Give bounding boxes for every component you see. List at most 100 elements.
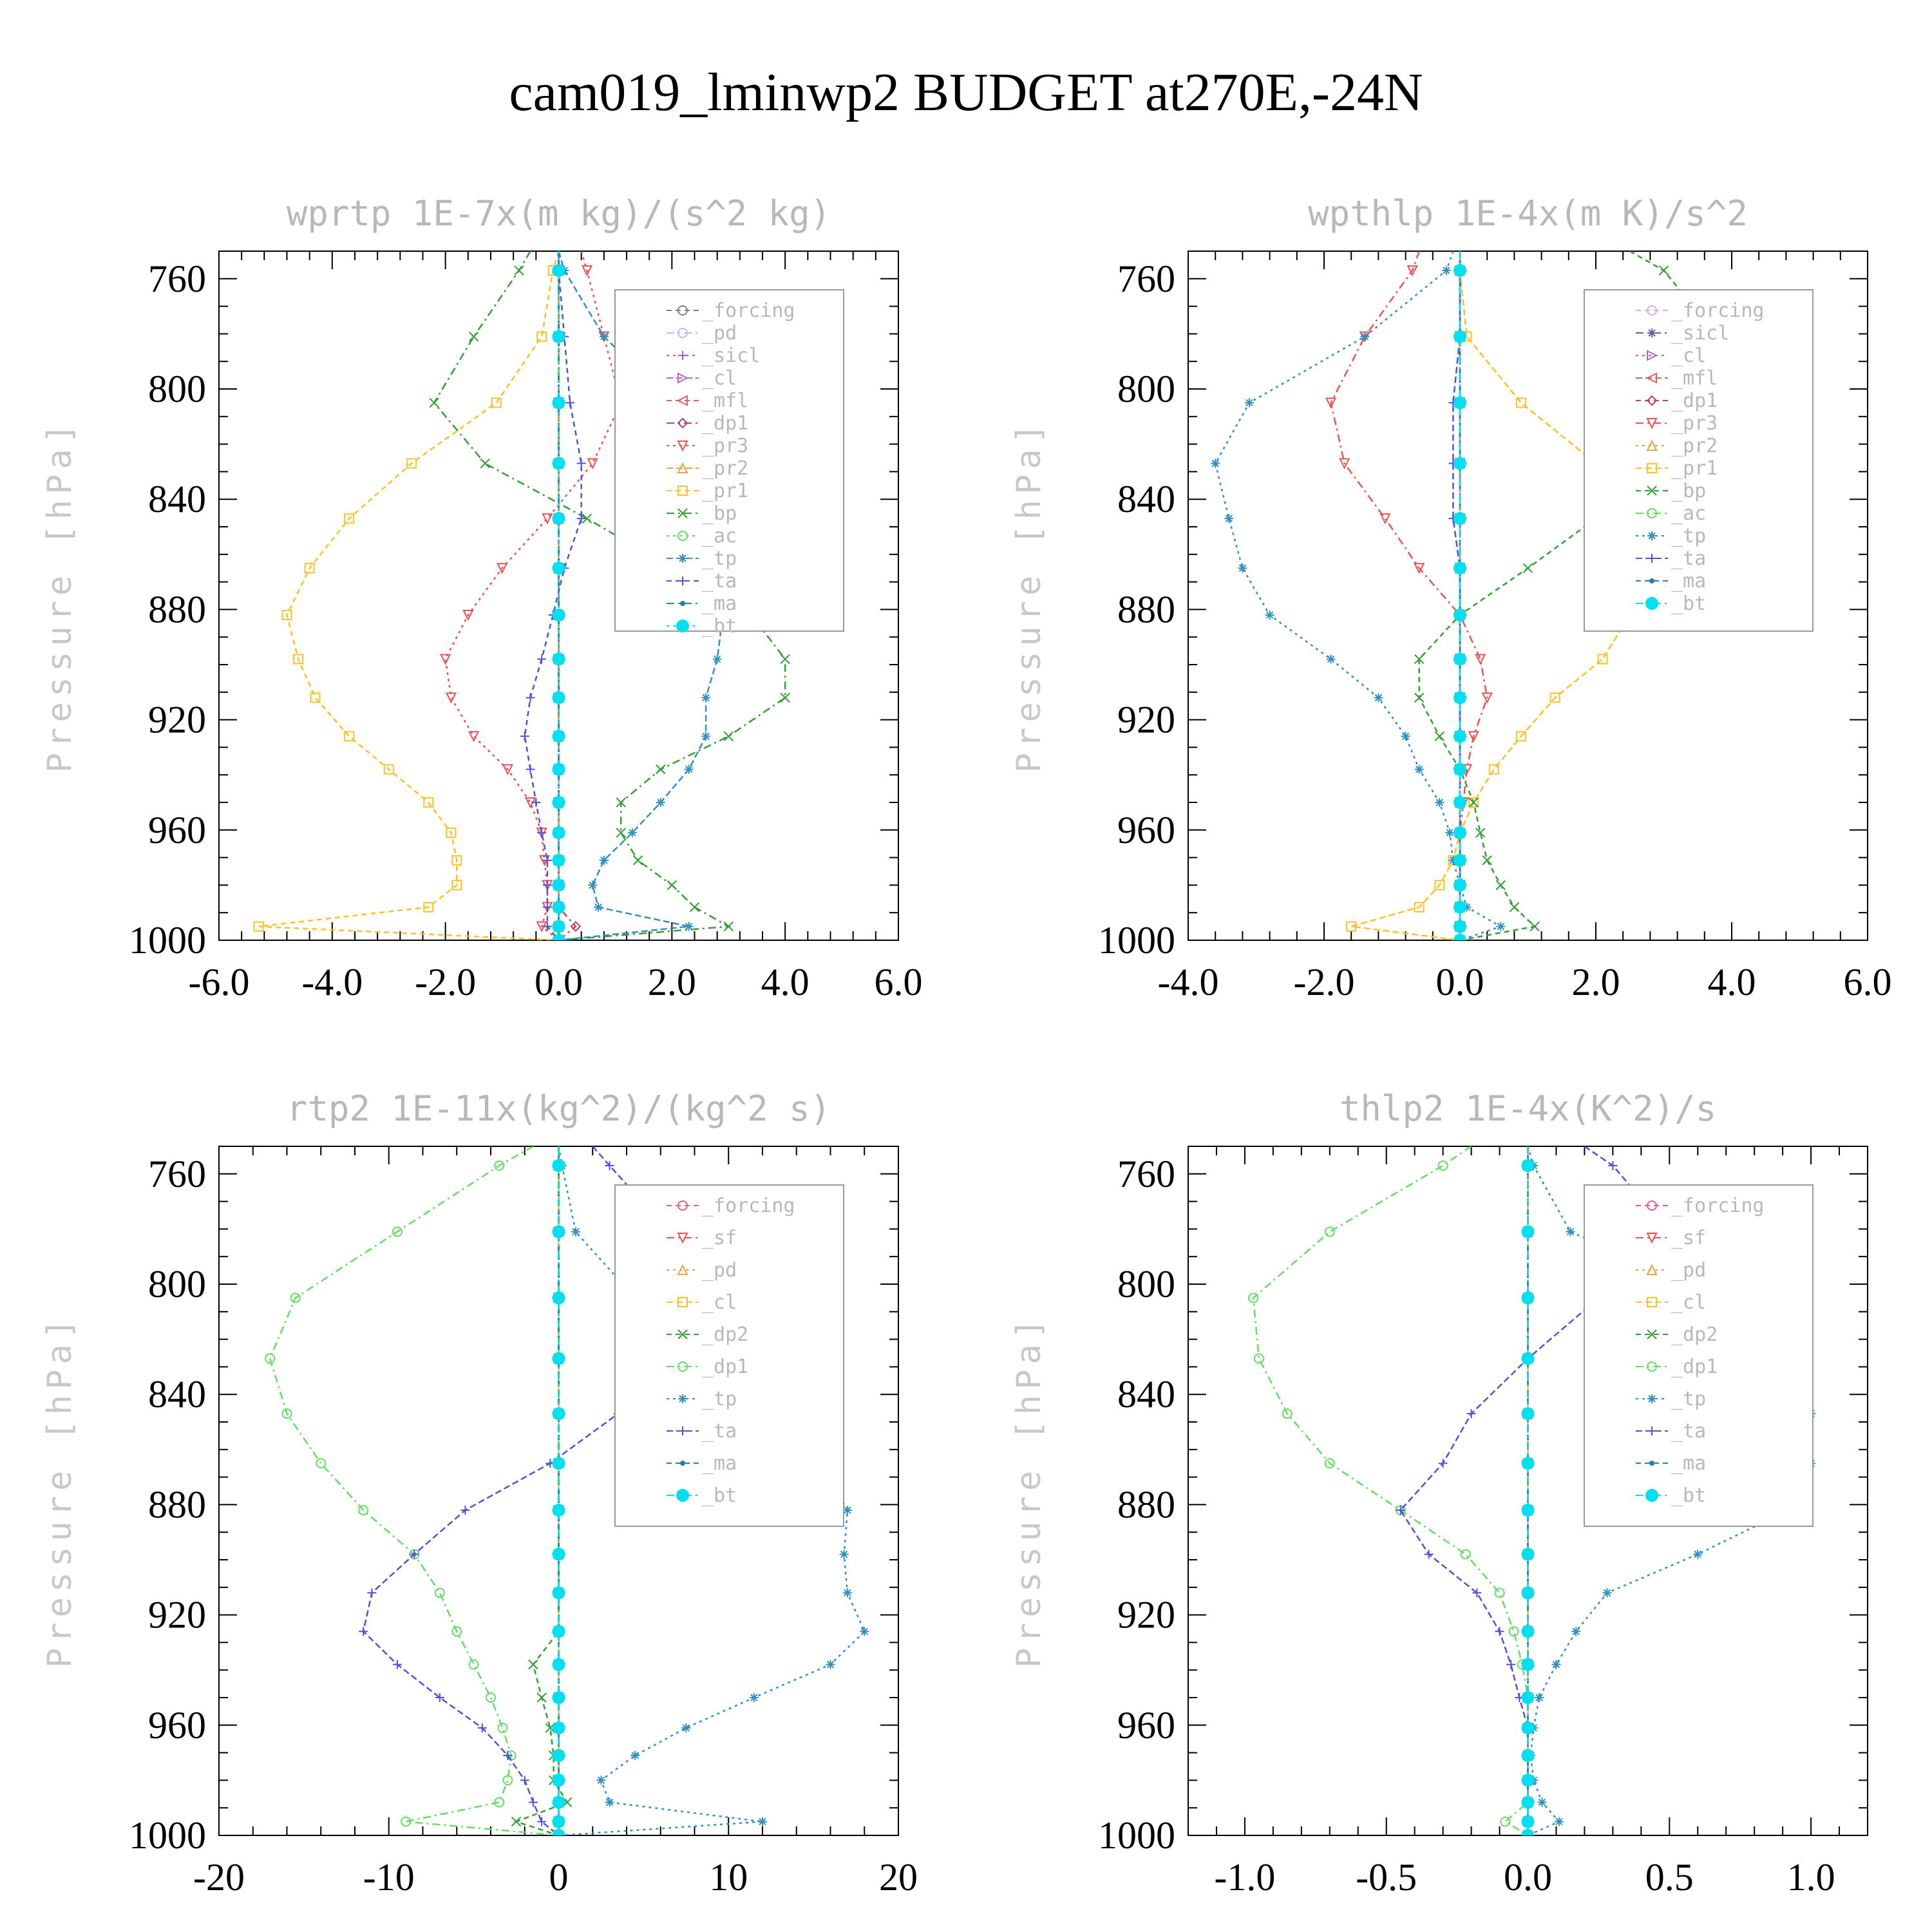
data-point-dp1	[434, 1587, 445, 1598]
legend-label-sf: _sf	[1671, 1227, 1706, 1249]
y-tick-label: 960	[1117, 1704, 1175, 1747]
legend-label-forcing: _forcing	[1671, 299, 1765, 322]
data-point-bt	[552, 1774, 565, 1787]
data-point-tp	[1441, 265, 1451, 275]
legend-label-dp1: _dp1	[702, 412, 748, 435]
x-tick-label: 2.0	[1572, 961, 1620, 1003]
legend-label-cl: _cl	[1671, 345, 1706, 367]
data-point-ta	[565, 398, 575, 408]
data-point-bt	[552, 691, 565, 705]
data-point-tp	[571, 1227, 580, 1236]
data-point-ta	[1608, 1160, 1618, 1170]
legend-label-sicl: _sicl	[702, 345, 760, 367]
data-point-bt	[1521, 1815, 1535, 1828]
data-point-bp	[780, 654, 790, 665]
plot-area	[1211, 251, 1750, 940]
data-point-ta	[1506, 1660, 1516, 1669]
data-point-dp1	[1324, 1226, 1335, 1237]
data-point-tp	[1265, 610, 1274, 620]
data-point-pr1	[491, 397, 502, 408]
legend-label-pr3: _pr3	[1671, 412, 1718, 435]
x-tick-label: 0.5	[1645, 1856, 1694, 1899]
data-point-tp	[701, 693, 711, 703]
data-point-bp	[1482, 855, 1492, 866]
legend-marker-tp	[1647, 531, 1656, 540]
legend-label-mfl: _mfl	[702, 390, 748, 412]
data-point-pr3	[502, 764, 513, 775]
data-point-pr1	[304, 563, 315, 574]
legend-marker-forcing	[1647, 305, 1657, 316]
chart-panel-2: wpthlp 1E-4x(m K)/s^2 Pressure [hPa] 760 80…	[1010, 193, 1892, 1003]
x-tick-label: -0.5	[1356, 1856, 1417, 1899]
x-tick-label: -20	[193, 1856, 245, 1899]
legend-label-sf: _sf	[702, 1227, 737, 1249]
data-point-bt	[1521, 1407, 1535, 1421]
chart-panel-3: rtp2 1E-11x(kg^2)/(kg^2 s) Pressure [hPa]…	[41, 1088, 918, 1899]
x-tick-label: 4.0	[761, 961, 810, 1003]
y-axis-label: Pressure [hPa]	[41, 1314, 79, 1668]
y-tick-label: 760	[148, 258, 206, 300]
y-tick-label: 1000	[1098, 919, 1175, 961]
data-point-tp	[1535, 1693, 1544, 1702]
x-tick-label: -4.0	[1158, 961, 1219, 1003]
legend-label-dp1: _dp1	[1671, 390, 1718, 412]
legend-marker-bt	[1645, 597, 1658, 610]
data-point-ta	[605, 1160, 614, 1170]
data-point-tp	[826, 1660, 835, 1669]
data-point-tp	[1571, 1627, 1581, 1636]
data-point-bp	[723, 921, 734, 932]
data-point-bt	[552, 853, 565, 867]
legend-marker-dp2	[1647, 1329, 1657, 1340]
y-tick-label: 920	[148, 699, 206, 741]
legend-marker-pr1	[1647, 463, 1657, 473]
legend-label-dp2: _dp2	[702, 1323, 748, 1346]
y-tick-label: 840	[1117, 1373, 1175, 1416]
legend-marker-pr2	[677, 462, 688, 473]
data-point-dp1	[1282, 1408, 1293, 1419]
legend-label-dp2: _dp2	[1671, 1323, 1718, 1346]
y-tick-label: 840	[1117, 478, 1175, 520]
data-point-ta	[1396, 1505, 1405, 1515]
data-point-dp2	[536, 1692, 547, 1703]
data-point-bt	[552, 608, 565, 621]
data-point-pr1	[310, 692, 321, 703]
data-point-dp1	[1437, 1160, 1448, 1171]
data-point-tp	[1360, 332, 1370, 341]
data-point-ta	[410, 1549, 419, 1559]
data-point-bt	[1521, 1291, 1535, 1305]
y-tick-label: 960	[1117, 809, 1175, 851]
legend-label-ta: _ta	[1671, 1420, 1706, 1443]
data-point-ta	[503, 1750, 513, 1760]
data-point-pr1	[293, 654, 304, 665]
data-point-dp1	[358, 1504, 369, 1515]
data-point-bp	[1468, 797, 1479, 808]
x-tick-label: 2.0	[648, 961, 696, 1003]
data-point-tp	[596, 1776, 606, 1785]
data-point-tp	[599, 855, 609, 865]
data-point-pr3	[1379, 513, 1391, 525]
legend-marker-dp1	[1646, 395, 1658, 406]
y-tick-label: 840	[148, 478, 206, 520]
data-point-tp	[594, 902, 603, 912]
legend-label-ac: _ac	[702, 525, 737, 547]
y-tick-label: 760	[1117, 1153, 1175, 1195]
legend-marker-forcing	[677, 1200, 688, 1211]
data-point-pr3	[445, 692, 457, 704]
data-point-ta	[1424, 1549, 1434, 1559]
data-point-pr1	[423, 797, 434, 808]
data-point-bt	[1521, 1159, 1535, 1172]
data-point-pr3	[587, 458, 598, 469]
data-point-bt	[1521, 1548, 1535, 1561]
legend: _forcing_pd_sicl_cl_mfl_dp1_pr3_pr2_pr1_…	[614, 289, 844, 638]
legend-marker-pd	[677, 1264, 688, 1275]
legend-label-bt: _bt	[1671, 592, 1706, 615]
legend-label-ma: _ma	[702, 1452, 737, 1475]
data-point-bp	[1495, 880, 1506, 891]
data-point-dp1	[1460, 1549, 1471, 1560]
legend-marker-dp2	[677, 1329, 688, 1340]
legend-marker-dp1	[1647, 1361, 1657, 1372]
legend: _forcing _sf _pd _cl _dp2 _dp1 _tp _ta _ma _bt	[1584, 1184, 1814, 1527]
legend-marker-cl	[677, 1297, 688, 1307]
data-point-tp	[1445, 828, 1455, 838]
panel-title: rtp2 1E-11x(kg^2)/(kg^2 s)	[287, 1088, 831, 1129]
